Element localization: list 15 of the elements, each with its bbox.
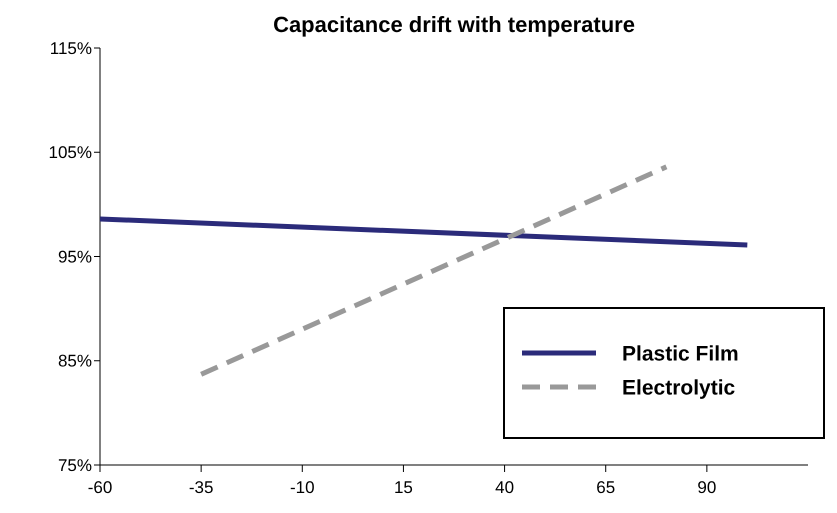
y-tick-label: 115% (50, 38, 92, 58)
legend-label: Electrolytic (622, 376, 736, 400)
x-tick-label: -10 (290, 478, 315, 497)
x-tick-label: 15 (394, 478, 413, 497)
y-tick-label: 95% (58, 247, 92, 266)
x-tick-label: 65 (596, 478, 616, 497)
x-tick-label: -35 (188, 478, 214, 497)
y-tick-label: 75% (58, 456, 92, 475)
x-tick-label: -60 (88, 478, 112, 497)
x-tick-label: 40 (495, 478, 514, 497)
legend-label: Plastic Film (622, 342, 739, 366)
x-tick-label: 90 (697, 478, 716, 497)
y-tick-label: 105% (48, 143, 92, 162)
chart-title: Capacitance drift with temperature (273, 12, 635, 37)
y-tick-label: 85% (58, 352, 92, 371)
